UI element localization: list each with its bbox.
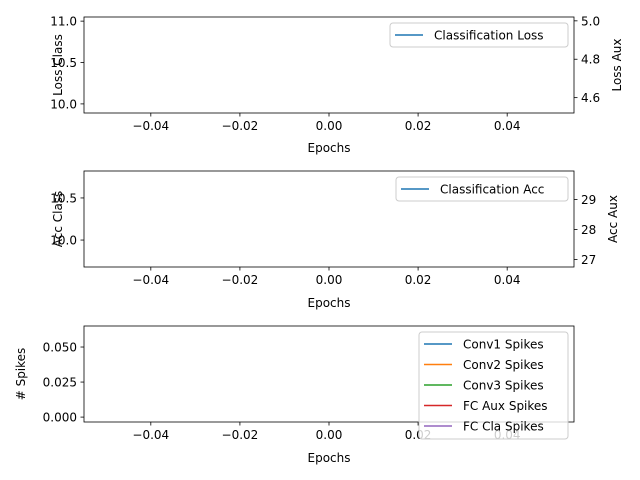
loss-ticks: −0.04 −0.02 0.00 0.02 0.04 10.0 10.5 11.0 4.6 4.8… xyxy=(50,14,600,133)
x-tick-label: −0.04 xyxy=(132,273,169,287)
y-tick-label: 10.5 xyxy=(50,191,77,205)
legend-label-classification-loss: Classification Loss xyxy=(434,29,544,43)
x-tick-label: 0.04 xyxy=(494,273,521,287)
y-right-tick-label: 4.8 xyxy=(581,53,600,67)
y-right-tick-label: 29 xyxy=(581,193,596,207)
x-tick-label: −0.02 xyxy=(222,273,259,287)
y-right-tick-label: 5.0 xyxy=(581,14,600,28)
loss-legend-box xyxy=(389,22,569,48)
y-tick-label: 11.0 xyxy=(50,15,77,29)
legend-label-conv1-spikes: Conv1 Spikes xyxy=(463,338,544,352)
accuracy-legend-box xyxy=(395,176,569,202)
y-right-tick-label: 4.6 xyxy=(581,91,600,105)
y-tick-label: 0.000 xyxy=(43,411,77,425)
x-tick-label: 0.00 xyxy=(316,428,343,442)
spikes-legend: Conv1 Spikes Conv2 Spikes Conv3 Spikes F… xyxy=(418,331,569,440)
legend-label-fc-cla-spikes: FC Cla Spikes xyxy=(463,420,544,434)
x-tick-label: −0.02 xyxy=(222,428,259,442)
accuracy-x-label: Epochs xyxy=(308,296,351,310)
y-tick-label: 0.025 xyxy=(43,376,77,390)
y-tick-label: 10.0 xyxy=(50,97,77,111)
legend-label-conv2-spikes: Conv2 Spikes xyxy=(463,358,544,372)
spikes-x-label: Epochs xyxy=(308,451,351,465)
spikes-y-label: # Spikes xyxy=(14,348,28,401)
accuracy-y-label-right: Acc Aux xyxy=(606,195,620,243)
x-tick-label: 0.04 xyxy=(494,119,521,133)
x-tick-label: 0.00 xyxy=(316,119,343,133)
y-tick-label: 0.050 xyxy=(43,341,77,355)
spikes-legend-box xyxy=(418,331,569,440)
accuracy-panel: −0.04 −0.02 0.00 0.02 0.04 10.0 10.5 27 28 29 Epo… xyxy=(50,170,620,310)
accuracy-y-label: Acc Class xyxy=(51,191,65,248)
accuracy-legend: Classification Acc xyxy=(395,176,569,202)
loss-x-label: Epochs xyxy=(308,141,351,155)
x-tick-label: −0.02 xyxy=(222,119,259,133)
x-tick-label: 0.00 xyxy=(316,273,343,287)
x-tick-label: 0.02 xyxy=(405,119,432,133)
y-tick-label: 10.0 xyxy=(50,234,77,248)
loss-y-label-right: Loss Aux xyxy=(610,38,624,91)
y-right-tick-label: 28 xyxy=(581,223,596,237)
y-tick-label: 10.5 xyxy=(50,56,77,70)
x-tick-label: −0.04 xyxy=(132,119,169,133)
legend-label-fc-aux-spikes: FC Aux Spikes xyxy=(463,399,548,413)
loss-panel: −0.04 −0.02 0.00 0.02 0.04 10.0 10.5 11.0 4.6 4.8… xyxy=(50,14,624,155)
x-tick-label: −0.04 xyxy=(132,428,169,442)
loss-y-label: Loss Class xyxy=(51,34,65,96)
accuracy-ticks: −0.04 −0.02 0.00 0.02 0.04 10.0 10.5 27 28 29 xyxy=(50,191,596,287)
y-right-tick-label: 27 xyxy=(581,253,596,267)
loss-legend: Classification Loss xyxy=(389,22,569,48)
legend-label-conv3-spikes: Conv3 Spikes xyxy=(463,379,544,393)
x-tick-label: 0.02 xyxy=(405,273,432,287)
legend-label-classification-acc: Classification Acc xyxy=(440,183,544,197)
